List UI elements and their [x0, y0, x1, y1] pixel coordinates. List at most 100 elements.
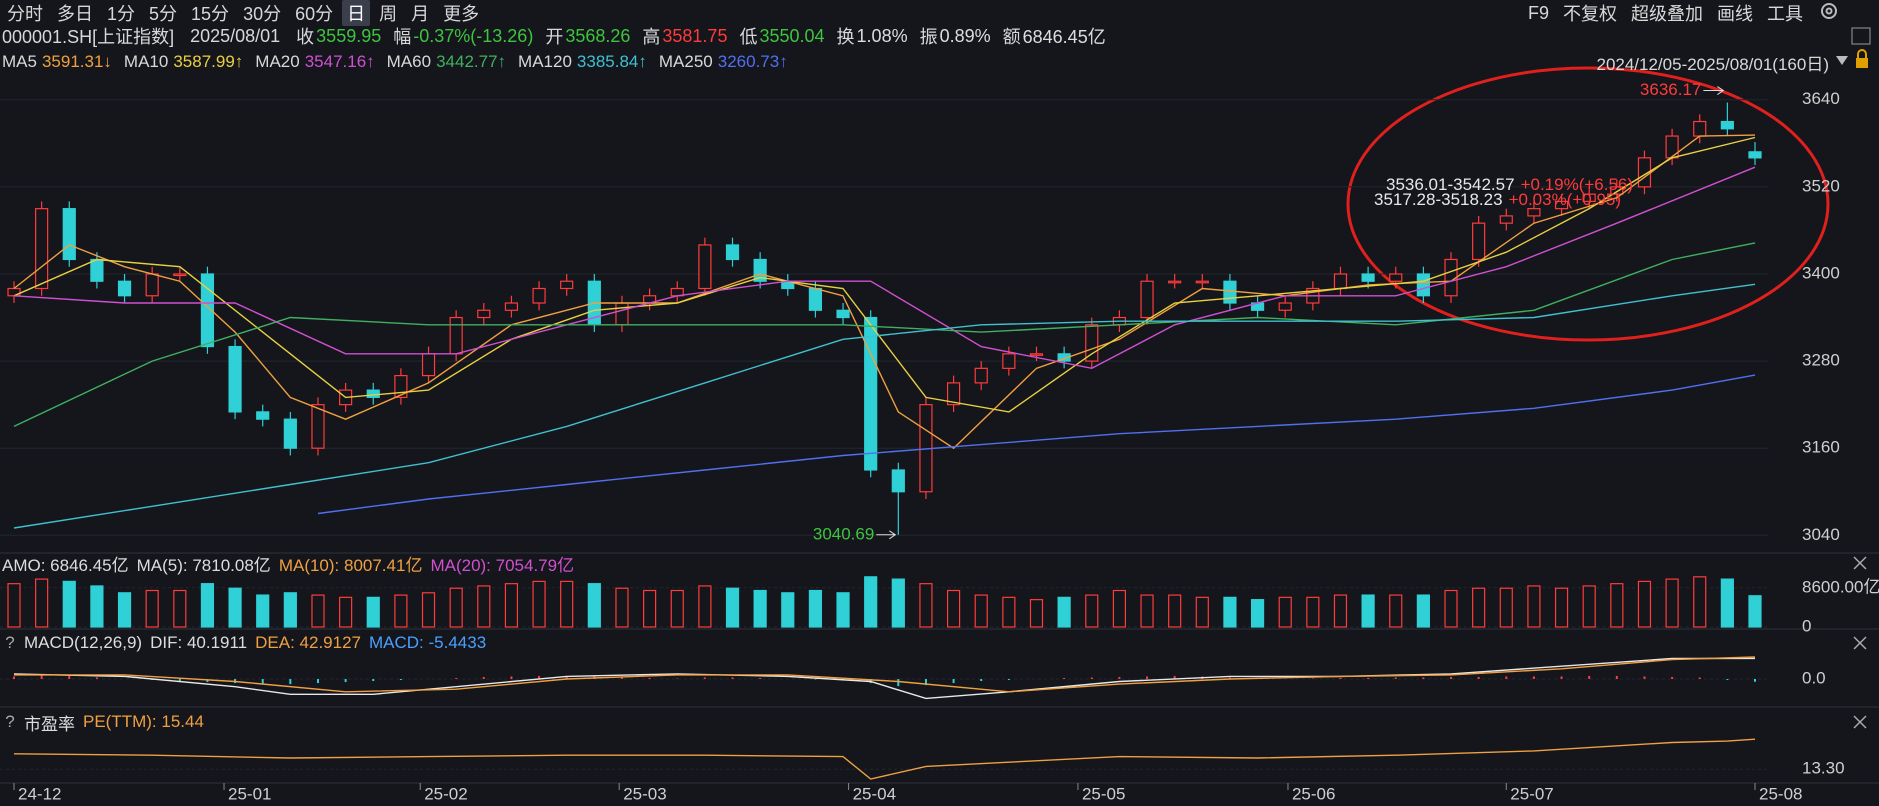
volume-bar: [1140, 594, 1154, 628]
low-arrow: [876, 530, 897, 540]
timeframe-tab[interactable]: 1分: [107, 4, 136, 24]
candle-body: [228, 345, 242, 413]
candle-body: [1361, 273, 1375, 282]
volume-bar: [1361, 594, 1375, 628]
volume-bar: [7, 583, 21, 628]
volume-bar: [587, 583, 601, 628]
highlight-ellipse: [1346, 66, 1830, 342]
tool-button[interactable]: 工具: [1767, 4, 1803, 24]
volume-bar: [836, 592, 850, 628]
candle-body: [256, 411, 270, 420]
ma-name: MA60: [386, 52, 432, 71]
header-item: MA(5): 7810.08亿: [136, 555, 271, 575]
lock-icon[interactable]: [1856, 58, 1868, 68]
volume-bar: [1250, 599, 1265, 628]
volume-bar: [1002, 596, 1016, 628]
timeframe-tab[interactable]: 周: [379, 4, 398, 24]
close-icon[interactable]: [1853, 556, 1867, 570]
header-item: MA(20): 7054.79亿: [430, 555, 575, 575]
candle-body: [1554, 200, 1569, 210]
header-item: DIF: 40.1911: [150, 633, 248, 652]
candle-body: [200, 273, 215, 348]
volume-bar: [1278, 596, 1292, 628]
price-overlay: 3517.28-3518.23 +0.03%(+0.95): [1374, 190, 1621, 210]
volume-bar: [1527, 585, 1541, 628]
panel-header: AMO: 6846.45亿 MA(5): 7810.08亿 MA(10): 8007…: [2, 550, 582, 576]
volume-bar: [421, 592, 436, 628]
symbol: 000001.SH[上证指数]: [2, 27, 175, 47]
y-tick-label: 0.0: [1802, 668, 1826, 687]
help-icon[interactable]: ?: [5, 633, 15, 652]
toolbar: 分时 多日 1分 5分 15分 30分 60分日周月更多: [2, 0, 488, 26]
panel-header: ? MACD(12,26,9) DIF: 40.1911 DEA: 42.9127 MA…: [2, 630, 494, 656]
volume-bar: [1223, 596, 1237, 628]
volume-bar: [1333, 594, 1348, 628]
range-label[interactable]: 2024/12/05-2025/08/01(160日): [1596, 54, 1829, 74]
volume-bar: [504, 583, 519, 628]
header-item: MACD: -5.4433: [369, 633, 487, 652]
tool-button[interactable]: 不复权: [1563, 4, 1617, 24]
ma-arrow: ↑: [638, 52, 647, 71]
volume-bar: [1720, 578, 1734, 628]
tool-button[interactable]: 超级叠加: [1631, 4, 1703, 24]
candle-body: [946, 382, 961, 406]
timeframe-tab[interactable]: 日: [342, 0, 371, 26]
candle-body: [1333, 273, 1348, 290]
ma-arrow: ↓: [103, 52, 112, 71]
timeframe-tab[interactable]: 5分: [149, 4, 178, 24]
header-item: PE(TTM): 15.44: [83, 712, 204, 731]
ma-name: MA10: [123, 52, 169, 71]
candle-body: [62, 208, 76, 261]
volume-bar: [283, 592, 297, 628]
macd-line: [13, 657, 1756, 700]
timeframe-tab[interactable]: 60分: [295, 4, 334, 24]
volume-bar: [35, 578, 49, 628]
close-icon[interactable]: [1853, 636, 1867, 650]
candle-body: [504, 302, 519, 311]
help-icon[interactable]: ?: [5, 712, 15, 731]
volume-bar: [90, 585, 104, 628]
ma-line: [13, 136, 1756, 413]
volume-bar: [725, 587, 740, 628]
header-item: 市盈率: [24, 714, 75, 734]
wp-icon[interactable]: [1851, 27, 1871, 45]
dropdown-triangle[interactable]: [1836, 56, 1848, 65]
field-value: 0.89%: [939, 25, 991, 46]
candle-body: [1029, 353, 1044, 356]
ma-name: MA20: [255, 52, 300, 71]
candle-body: [394, 375, 408, 398]
volume-bar: [117, 592, 132, 628]
candle-body: [1472, 222, 1486, 261]
volume-bar: [1472, 587, 1486, 628]
timeframe-tab[interactable]: 15分: [191, 4, 230, 24]
tool-button[interactable]: F9: [1527, 2, 1549, 23]
frame: [0, 552, 1879, 784]
timeframe-tab[interactable]: 月: [411, 4, 430, 24]
field-label: 收: [296, 27, 315, 47]
volume-bar: [1748, 595, 1762, 628]
volume-bar: [615, 587, 629, 628]
timeframe-tab[interactable]: 30分: [243, 4, 282, 24]
x-tick-label: 25-02: [424, 784, 467, 803]
volume-bar: [449, 587, 463, 628]
ma-name: MA5: [2, 52, 37, 71]
timeframe-tab[interactable]: 多日: [57, 4, 93, 24]
close-icon[interactable]: [1853, 715, 1867, 729]
timeframe-tab[interactable]: 分时: [7, 4, 43, 24]
candle-body: [836, 309, 850, 319]
timeframe-tab[interactable]: 更多: [443, 4, 480, 24]
gear-icon[interactable]: [1821, 3, 1837, 19]
field-value: -0.37%(-13.26): [413, 25, 534, 46]
y-tick-label: 13.30: [1802, 759, 1845, 778]
ma-value: 3442.77: [436, 52, 498, 71]
field-label: 高: [642, 27, 661, 47]
date: 2025/08/01: [190, 25, 281, 46]
field-label: 换: [836, 27, 855, 47]
y-tick-label: 8600.00亿: [1802, 577, 1879, 596]
macd-line: [14, 656, 1756, 693]
ma-legend: MA5 3591.31 ↓ MA10 3587.99 ↑ MA20 3547.16 ↑ MA60 3…: [2, 49, 800, 75]
header-item: DEA: 42.9127: [255, 633, 361, 652]
tool-button[interactable]: 画线: [1717, 4, 1753, 24]
y-tick-label: 3520: [1802, 176, 1840, 195]
